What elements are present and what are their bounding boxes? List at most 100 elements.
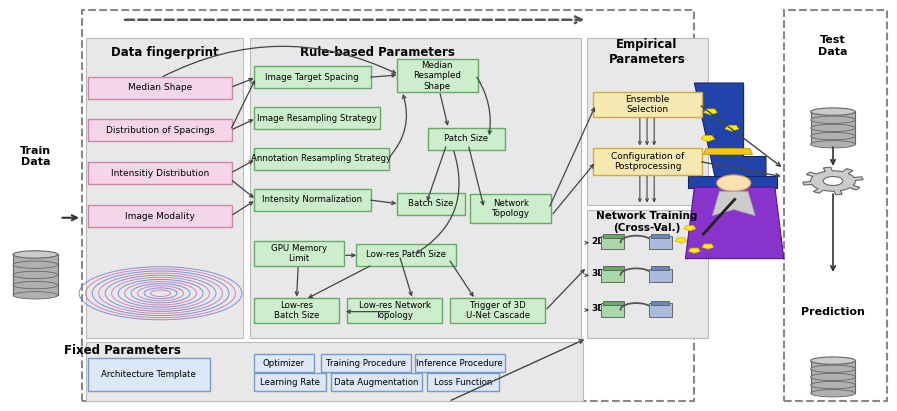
Ellipse shape [811, 141, 856, 148]
Text: 3D: 3D [592, 269, 605, 278]
Text: Prediction: Prediction [801, 307, 865, 316]
FancyBboxPatch shape [651, 266, 669, 270]
Polygon shape [712, 191, 755, 216]
Polygon shape [675, 238, 687, 243]
FancyBboxPatch shape [414, 354, 505, 372]
Text: Median
Resampled
Shape: Median Resampled Shape [414, 61, 461, 91]
FancyBboxPatch shape [254, 189, 370, 211]
FancyBboxPatch shape [347, 298, 442, 323]
FancyBboxPatch shape [600, 236, 623, 249]
Text: Low-res
Batch Size: Low-res Batch Size [274, 301, 319, 320]
Polygon shape [811, 112, 856, 144]
FancyBboxPatch shape [320, 354, 411, 372]
Text: GPU Memory
Limit: GPU Memory Limit [271, 244, 327, 263]
FancyBboxPatch shape [600, 269, 623, 282]
Polygon shape [701, 244, 714, 249]
Text: Image Target Spacing: Image Target Spacing [266, 73, 359, 82]
FancyBboxPatch shape [254, 241, 344, 266]
Text: Fixed Parameters: Fixed Parameters [64, 344, 180, 357]
Ellipse shape [811, 381, 856, 389]
Text: Test
Data: Test Data [818, 35, 848, 57]
Text: Rule-based Parameters: Rule-based Parameters [300, 46, 455, 59]
Ellipse shape [811, 116, 856, 123]
FancyBboxPatch shape [86, 342, 583, 402]
Text: Image Resampling Strategy: Image Resampling Strategy [257, 113, 377, 122]
Ellipse shape [811, 357, 856, 364]
FancyBboxPatch shape [450, 298, 545, 323]
Text: Median Shape: Median Shape [128, 83, 192, 92]
Text: Low-res Network
Topology: Low-res Network Topology [359, 301, 431, 320]
Text: 2D: 2D [592, 236, 605, 245]
FancyBboxPatch shape [86, 38, 243, 338]
Ellipse shape [811, 132, 856, 140]
FancyBboxPatch shape [688, 176, 777, 188]
Text: Image Modality: Image Modality [126, 212, 195, 221]
Text: Loss Function: Loss Function [434, 378, 492, 387]
FancyBboxPatch shape [603, 234, 623, 238]
Polygon shape [811, 360, 856, 393]
FancyBboxPatch shape [603, 301, 623, 305]
Text: Network
Topology: Network Topology [492, 199, 529, 218]
Text: Learning Rate: Learning Rate [260, 378, 319, 387]
FancyBboxPatch shape [600, 303, 623, 316]
Polygon shape [684, 226, 696, 231]
FancyBboxPatch shape [649, 269, 672, 282]
Polygon shape [685, 187, 784, 259]
Polygon shape [694, 83, 766, 185]
Ellipse shape [823, 176, 843, 185]
Polygon shape [701, 136, 715, 141]
FancyBboxPatch shape [396, 193, 465, 215]
FancyBboxPatch shape [651, 234, 669, 238]
Ellipse shape [811, 390, 856, 397]
Ellipse shape [13, 292, 57, 299]
FancyBboxPatch shape [254, 66, 370, 88]
Polygon shape [704, 109, 718, 115]
Ellipse shape [13, 251, 57, 258]
FancyBboxPatch shape [88, 358, 210, 391]
Text: Annotation Resampling Strategy: Annotation Resampling Strategy [251, 155, 391, 164]
Text: Network Training
(Cross-Val.): Network Training (Cross-Val.) [597, 211, 698, 233]
FancyBboxPatch shape [254, 354, 314, 372]
FancyBboxPatch shape [254, 148, 388, 170]
Text: 3DC: 3DC [592, 304, 612, 313]
Text: Optimizer: Optimizer [263, 358, 305, 367]
FancyBboxPatch shape [470, 194, 552, 223]
FancyBboxPatch shape [88, 119, 232, 141]
FancyBboxPatch shape [88, 76, 232, 99]
FancyBboxPatch shape [593, 148, 701, 175]
FancyBboxPatch shape [427, 373, 500, 391]
FancyBboxPatch shape [356, 244, 456, 266]
Polygon shape [725, 125, 739, 131]
FancyBboxPatch shape [649, 236, 672, 249]
FancyBboxPatch shape [396, 59, 478, 92]
Text: Inference Procedure: Inference Procedure [416, 358, 503, 367]
Text: Architecture Template: Architecture Template [101, 370, 196, 379]
FancyBboxPatch shape [88, 162, 232, 184]
FancyBboxPatch shape [250, 38, 581, 338]
FancyBboxPatch shape [588, 210, 708, 338]
Text: Distribution of Spacings: Distribution of Spacings [106, 126, 214, 135]
Polygon shape [689, 248, 701, 253]
Text: Patch Size: Patch Size [444, 134, 489, 143]
Text: Intensity Normalization: Intensity Normalization [262, 195, 362, 204]
FancyBboxPatch shape [651, 301, 669, 305]
Ellipse shape [811, 365, 856, 372]
Text: Configuration of
Postprocessing: Configuration of Postprocessing [611, 152, 684, 171]
FancyBboxPatch shape [649, 303, 672, 316]
FancyBboxPatch shape [331, 373, 422, 391]
Ellipse shape [13, 282, 57, 289]
Ellipse shape [13, 261, 57, 268]
Text: Low-res Patch Size: Low-res Patch Size [366, 250, 446, 259]
FancyBboxPatch shape [88, 205, 232, 227]
Text: Train
Data: Train Data [20, 146, 51, 167]
FancyBboxPatch shape [428, 127, 505, 150]
Polygon shape [803, 167, 863, 195]
Polygon shape [703, 148, 753, 155]
Ellipse shape [811, 373, 856, 381]
Text: Empirical
Parameters: Empirical Parameters [609, 38, 685, 67]
FancyBboxPatch shape [254, 373, 326, 391]
FancyBboxPatch shape [588, 38, 708, 206]
Text: Intensitiy Distribution: Intensitiy Distribution [111, 169, 209, 178]
Ellipse shape [811, 124, 856, 132]
Ellipse shape [717, 175, 751, 191]
